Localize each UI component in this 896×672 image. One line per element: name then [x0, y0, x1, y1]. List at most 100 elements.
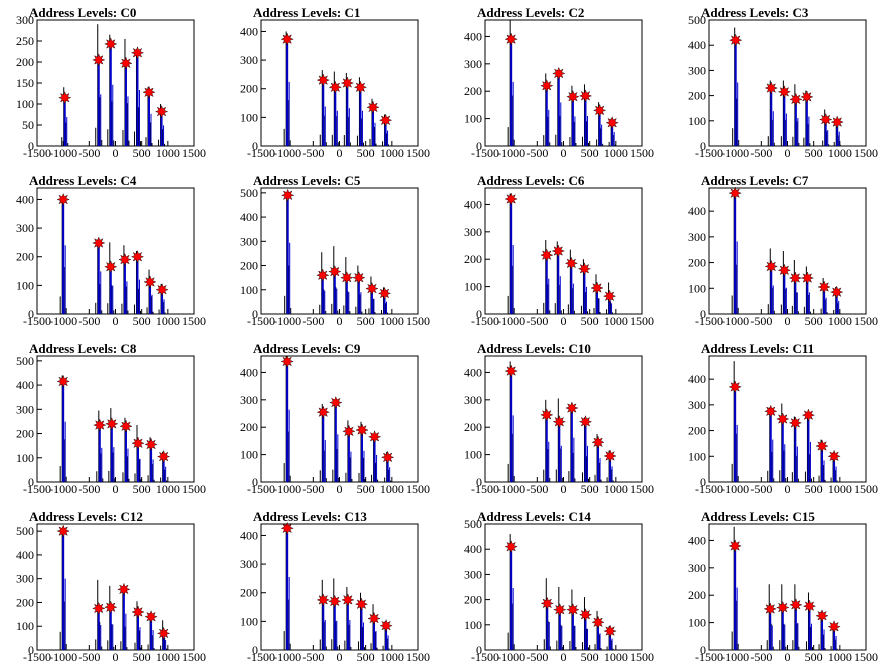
peak-marker: [352, 271, 366, 285]
peak-marker: [328, 594, 342, 608]
peak-marker: [504, 364, 518, 378]
peak-marker: [340, 271, 354, 285]
peak-marker: [764, 404, 778, 418]
plot-frame: [36, 355, 195, 483]
y-tick-label: 300: [688, 230, 706, 244]
peak-marker: [728, 539, 742, 553]
y-tick-label: 0: [28, 643, 34, 657]
y-tick-label: 100: [16, 451, 34, 465]
y-tick-label: 400: [688, 38, 706, 52]
x-tick-label: 500: [357, 146, 375, 160]
peak-marker: [143, 275, 157, 289]
x-tick-label: 1000: [604, 650, 628, 664]
y-tick-label: 500: [240, 186, 258, 200]
x-tick-label: 0: [785, 650, 791, 664]
x-tick-label: 1000: [156, 314, 180, 328]
y-tick-label: 200: [688, 424, 706, 438]
x-tick-label: 1000: [604, 314, 628, 328]
y-tick-label: 400: [16, 548, 34, 562]
panel-c11: Address Levels: C11 0 100 200 300 400 -1500-10…: [688, 341, 878, 496]
peak-marker: [552, 66, 566, 80]
panel-c15: Address Levels: C15 0 100 200 300 400 -1500-10…: [688, 509, 878, 664]
x-tick-label: -500: [78, 146, 100, 160]
peak-marker: [593, 103, 607, 117]
y-tick-label: 0: [700, 139, 706, 153]
peak-marker: [377, 286, 392, 300]
x-tick-label: 500: [357, 314, 375, 328]
plot-frame: [708, 187, 867, 315]
peak-marker: [777, 263, 792, 277]
y-tick-label: 100: [464, 448, 482, 462]
peak-marker: [104, 600, 118, 614]
x-tick-label: 0: [337, 650, 343, 664]
x-tick-label: 500: [357, 650, 375, 664]
y-tick-label: 400: [240, 528, 258, 542]
x-tick-label: 0: [561, 650, 567, 664]
panel-c5: Address Levels: C50100200300400500-1500-…: [240, 173, 430, 328]
x-tick-label: 1500: [182, 650, 206, 664]
peak-marker: [156, 626, 171, 641]
y-tick-label: 300: [464, 567, 482, 581]
peak-marker: [728, 380, 742, 394]
x-tick-label: -500: [526, 482, 548, 496]
peak-marker: [764, 81, 778, 95]
x-tick-label: 1000: [604, 482, 628, 496]
panel-title: Address Levels: C11: [701, 341, 814, 356]
y-tick-label: 300: [464, 393, 482, 407]
peak-marker: [119, 419, 133, 433]
peak-marker: [777, 85, 792, 99]
peak-marker: [603, 624, 617, 638]
x-tick-label: 1500: [630, 482, 654, 496]
peak-marker: [379, 619, 393, 633]
x-tick-label: 1000: [380, 314, 404, 328]
x-tick-label: 0: [785, 482, 791, 496]
peak-marker: [789, 598, 803, 612]
peak-marker: [552, 415, 566, 429]
peak-marker: [56, 192, 70, 207]
panel-c9: Address Levels: C9 0 100 200 300 400 -1500-100…: [240, 341, 430, 496]
x-tick-label: 1000: [156, 482, 180, 496]
x-tick-label: -1500: [695, 314, 723, 328]
y-tick-label: 400: [16, 192, 34, 206]
x-tick-label: 1500: [182, 314, 206, 328]
panel-title: Address Levels: C5: [253, 173, 361, 188]
x-tick-label: 1000: [828, 146, 852, 160]
panel-c6: Address Levels: C6 0 100 200 300 400 -1500-100…: [464, 173, 654, 328]
peak-marker: [789, 92, 803, 106]
peak-marker: [802, 599, 817, 613]
x-tick-label: 500: [805, 314, 823, 328]
plot-frame: [260, 187, 419, 315]
peak-marker: [156, 450, 171, 464]
y-tick-label: 100: [688, 449, 706, 463]
plot-frame: [708, 19, 867, 147]
x-tick-label: -500: [750, 482, 772, 496]
peak-marker: [800, 90, 814, 104]
peak-marker: [119, 56, 133, 70]
peak-marker: [353, 80, 367, 94]
x-tick-label: -1500: [695, 146, 723, 160]
peak-marker: [564, 256, 579, 270]
panel-title: Address Levels: C10: [477, 341, 591, 356]
x-tick-label: 1000: [828, 482, 852, 496]
peak-marker: [280, 354, 294, 369]
y-tick-label: 0: [28, 139, 34, 153]
x-tick-label: -1000: [497, 146, 525, 160]
peak-marker: [316, 593, 330, 607]
x-tick-label: 1500: [182, 482, 206, 496]
plot-frame: [36, 187, 195, 315]
y-tick-label: 200: [688, 89, 706, 103]
y-tick-label: 100: [464, 618, 482, 632]
x-tick-label: 1000: [380, 482, 404, 496]
x-tick-label: -1000: [49, 650, 77, 664]
panel-title: Address Levels: C8: [29, 341, 137, 356]
peak-marker: [577, 262, 591, 276]
x-tick-label: -1000: [721, 650, 749, 664]
peak-marker: [591, 615, 605, 629]
x-tick-label: 500: [581, 482, 599, 496]
panel-title: Address Levels: C7: [701, 173, 809, 188]
peak-marker: [504, 32, 518, 46]
y-tick-label: 200: [464, 420, 482, 434]
plot-frame: [36, 523, 195, 651]
peak-marker: [504, 540, 518, 554]
x-tick-label: -500: [302, 146, 324, 160]
